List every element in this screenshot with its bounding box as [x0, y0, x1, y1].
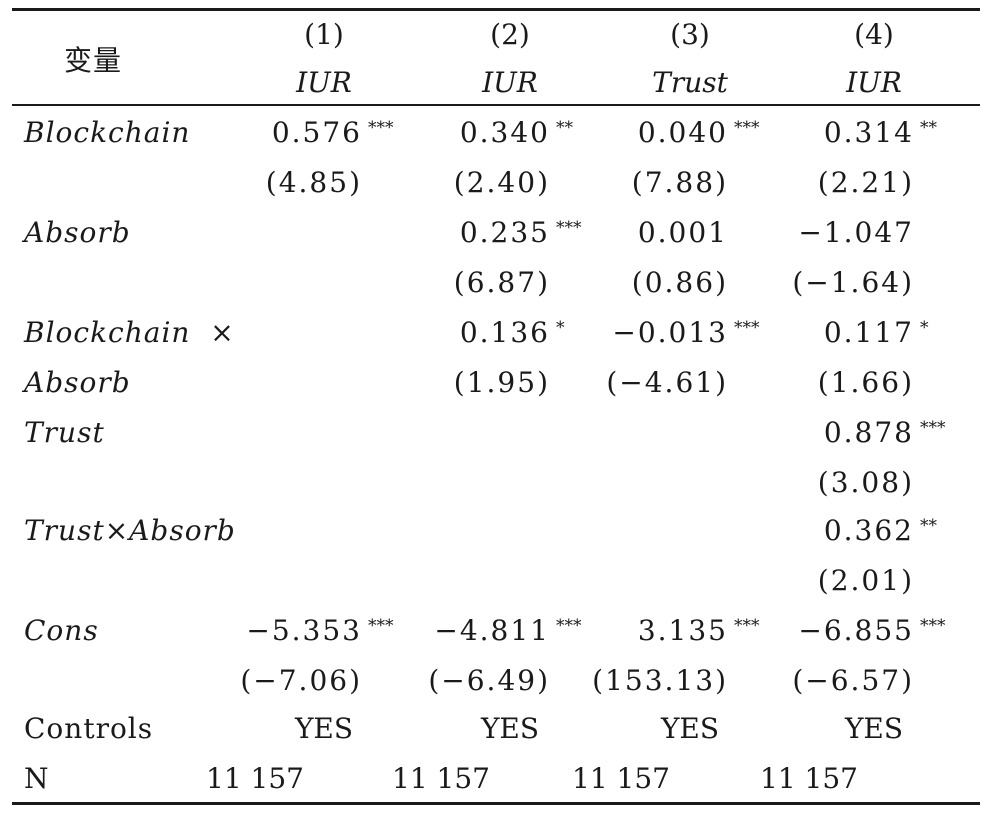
coef-r4-c4: 0.362 [823, 514, 914, 547]
row-label-absorb: Absorb [24, 216, 131, 249]
tstat-r4-c4: (2.01) [817, 564, 914, 597]
stars-r0-c4: ** [920, 118, 937, 138]
tstat-r0-c4: (2.21) [817, 166, 914, 199]
column-dep-2: IUR [482, 66, 538, 99]
column-index-2: (2) [490, 18, 530, 51]
bottom-rule [12, 802, 980, 805]
coef-r5-c2: −4.811 [434, 614, 550, 647]
tstat-r0-c1: (4.85) [265, 166, 362, 199]
column-dep-1: IUR [296, 66, 352, 99]
stars-r2-c3: *** [734, 318, 760, 338]
controls-c2: YES [480, 712, 540, 745]
controls-c3: YES [660, 712, 720, 745]
coef-r1-c3: 0.001 [637, 216, 728, 249]
n-c2: 11 157 [392, 762, 490, 795]
column-dep-4: IUR [846, 66, 902, 99]
controls-c4: YES [844, 712, 904, 745]
row-label-interaction-line2: Absorb [24, 366, 131, 399]
tstat-r0-c2: (2.40) [453, 166, 550, 199]
stars-r5-c2: *** [556, 616, 582, 636]
row-label-cons: Cons [24, 614, 99, 647]
coef-r1-c2: 0.235 [459, 216, 550, 249]
coef-r2-c3: −0.013 [612, 316, 728, 349]
coef-r5-c1: −5.353 [246, 614, 362, 647]
tstat-r0-c3: (7.88) [631, 166, 728, 199]
variable-header: 变量 [64, 44, 123, 77]
row-label-controls: Controls [24, 712, 154, 745]
coef-r3-c4: 0.878 [823, 416, 914, 449]
stars-r2-c4: * [920, 318, 929, 338]
coef-r2-c2: 0.136 [459, 316, 550, 349]
coef-r0-c3: 0.040 [637, 116, 728, 149]
tstat-r2-c2: (1.95) [453, 366, 550, 399]
stars-r2-c2: * [556, 318, 565, 338]
column-index-1: (1) [304, 18, 344, 51]
tstat-r2-c4: (1.66) [817, 366, 914, 399]
coef-r5-c3: 3.135 [637, 614, 728, 647]
stars-r0-c2: ** [556, 118, 573, 138]
coef-r2-c4: 0.117 [823, 316, 914, 349]
coef-r1-c4: −1.047 [798, 216, 914, 249]
tstat-r5-c4: (−6.57) [792, 664, 914, 697]
stars-r4-c4: ** [920, 516, 937, 536]
row-label-trust: Trust [24, 416, 105, 449]
n-c1: 11 157 [206, 762, 304, 795]
row-label-n: N [24, 762, 50, 795]
column-dep-3: Trust [652, 66, 728, 99]
stars-r1-c2: *** [556, 218, 582, 238]
tstat-r5-c2: (−6.49) [428, 664, 550, 697]
row-label-interaction-line1: Blockchain × [24, 316, 235, 349]
coef-r0-c4: 0.314 [823, 116, 914, 149]
tstat-r1-c3: (0.86) [631, 266, 728, 299]
tstat-r5-c3: (153.13) [592, 664, 728, 697]
tstat-r3-c4: (3.08) [817, 466, 914, 499]
stars-r5-c4: *** [920, 616, 946, 636]
column-index-3: (3) [670, 18, 710, 51]
stars-r0-c1: *** [368, 118, 394, 138]
tstat-r5-c1: (−7.06) [240, 664, 362, 697]
stars-r5-c1: *** [368, 616, 394, 636]
coef-r5-c4: −6.855 [798, 614, 914, 647]
n-c3: 11 157 [572, 762, 670, 795]
tstat-r1-c2: (6.87) [453, 266, 550, 299]
coef-r0-c2: 0.340 [459, 116, 550, 149]
row-label-trust-absorb: Trust×Absorb [24, 514, 236, 547]
row-label-blockchain: Blockchain [24, 116, 191, 149]
column-index-4: (4) [854, 18, 894, 51]
coef-r0-c1: 0.576 [271, 116, 362, 149]
stars-r0-c3: *** [734, 118, 760, 138]
tstat-r2-c3: (−4.61) [606, 366, 728, 399]
n-c4: 11 157 [760, 762, 858, 795]
tstat-r1-c4: (−1.64) [792, 266, 914, 299]
header-rule [12, 104, 980, 106]
stars-r3-c4: *** [920, 418, 946, 438]
stars-r5-c3: *** [734, 616, 760, 636]
controls-c1: YES [294, 712, 354, 745]
top-rule [12, 8, 980, 11]
